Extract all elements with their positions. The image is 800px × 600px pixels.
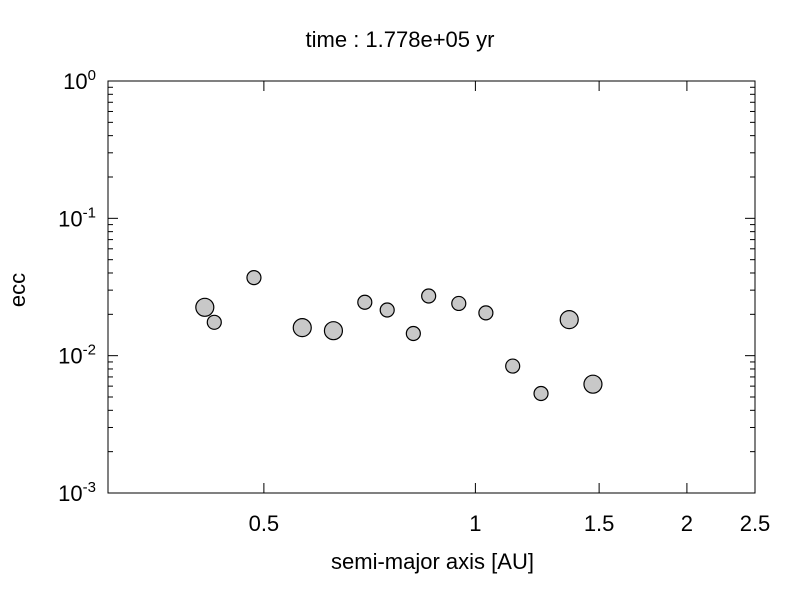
x-axis-label: semi-major axis [AU]	[331, 549, 534, 574]
data-point	[533, 385, 549, 402]
x-tick-label: 2	[681, 511, 693, 536]
data-point	[357, 294, 373, 310]
data-point	[505, 358, 521, 374]
y-tick-label: 10-2	[58, 342, 96, 369]
data-point	[206, 314, 222, 330]
data-point	[195, 297, 215, 317]
y-axis-label: ecc	[5, 272, 30, 308]
data-point	[292, 318, 312, 338]
chart-title: time : 1.778e+05 yr	[305, 27, 495, 52]
data-point	[478, 305, 494, 321]
plot-frame	[107, 80, 756, 494]
x-tick-label: 2.5	[740, 511, 771, 536]
data-point	[421, 288, 437, 304]
x-tick-label: 0.5	[249, 511, 280, 536]
x-tick-label: 1	[469, 511, 481, 536]
x-tick-label: 1.5	[584, 511, 615, 536]
data-point	[405, 325, 421, 342]
data-point	[583, 374, 603, 394]
data-point	[323, 321, 344, 341]
data-point	[379, 302, 395, 318]
data-point	[246, 270, 262, 286]
data-point	[451, 295, 467, 312]
y-tick-label: 10-3	[58, 479, 96, 506]
y-tick-label: 10-1	[58, 204, 96, 231]
data-point	[559, 310, 579, 330]
y-tick-label: 100	[63, 67, 96, 94]
